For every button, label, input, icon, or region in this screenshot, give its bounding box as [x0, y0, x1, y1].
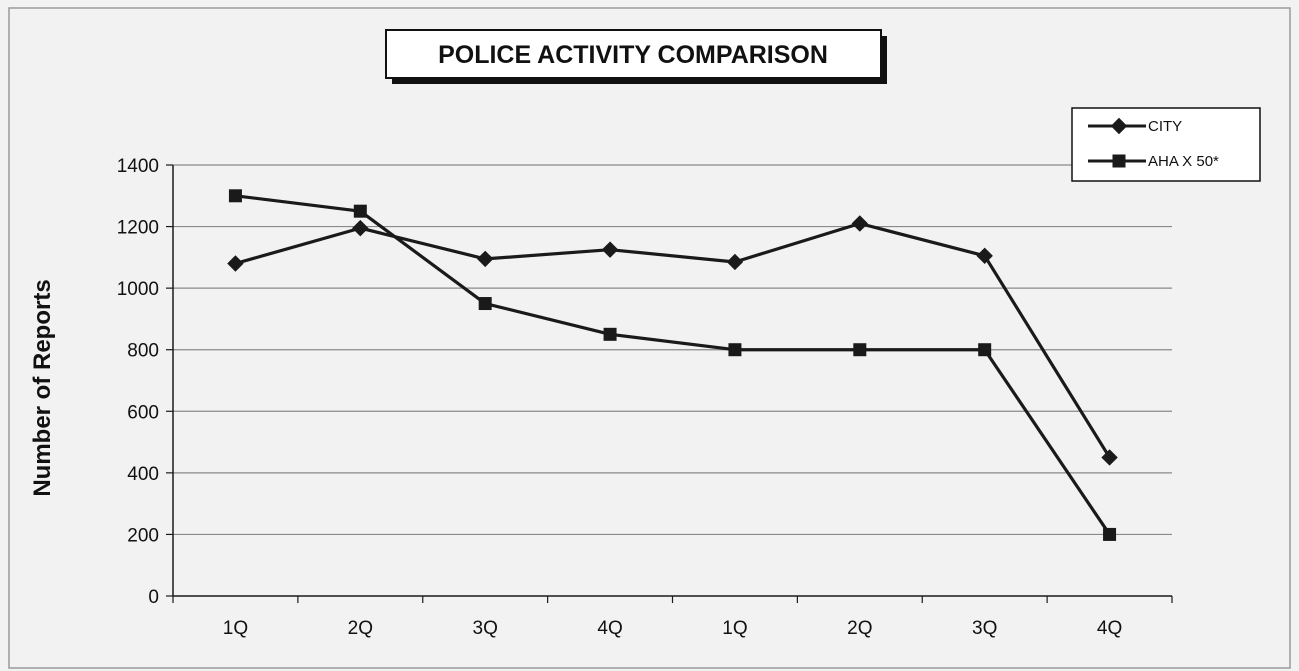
x-tick-label: 4Q: [597, 618, 622, 639]
y-tick-label: 800: [127, 341, 159, 362]
series-line: [235, 221, 1111, 459]
x-tick-label: 2Q: [348, 618, 373, 639]
legend-label: AHA X 50*: [1148, 153, 1219, 170]
data-point: [478, 297, 492, 311]
y-tick-label: 1200: [117, 218, 159, 239]
x-tick-label: 1Q: [722, 618, 747, 639]
data-point: [976, 247, 993, 265]
x-tick-label: 3Q: [473, 618, 498, 639]
data-point: [1103, 527, 1117, 541]
x-tick-label: 4Q: [1097, 618, 1122, 639]
y-tick-label: 1400: [117, 156, 159, 177]
data-point: [476, 250, 494, 268]
chart-title: POLICE ACTIVITY COMPARISON: [438, 41, 828, 69]
series-aha: [228, 189, 1117, 541]
y-tick-label: 0: [148, 587, 159, 608]
y-tick-label: 1000: [117, 279, 159, 300]
y-tick-labels: 0 200 400 600 800 1000 1200 1400: [117, 156, 159, 608]
x-tick-label: 3Q: [972, 618, 997, 639]
data-point: [851, 215, 869, 232]
legend-marker: [1112, 154, 1126, 168]
y-tick-label: 200: [127, 525, 159, 546]
legend-frame: [1071, 107, 1261, 182]
chart-title-box: POLICE ACTIVITY COMPARISON: [385, 29, 887, 84]
x-tick-label: 1Q: [223, 618, 248, 639]
data-point: [228, 189, 242, 203]
gridlines: [173, 164, 1172, 536]
y-axis-title: Number of Reports: [29, 279, 56, 496]
title-frame: [385, 29, 882, 79]
data-point: [601, 241, 619, 258]
data-point: [978, 343, 992, 357]
x-tick-label: 2Q: [847, 618, 872, 639]
data-point: [1101, 449, 1118, 466]
data-point: [352, 219, 369, 237]
axes: [166, 164, 1173, 603]
y-tick-label: 400: [127, 464, 159, 485]
series-line: [235, 194, 1111, 536]
x-tick-labels: 1Q 2Q 3Q 4Q 1Q 2Q 3Q 4Q: [223, 618, 1122, 639]
legend-marker: [1110, 117, 1128, 135]
data-point: [603, 327, 617, 341]
legend-label: CITY: [1148, 118, 1182, 135]
chart-frame: [8, 7, 1291, 669]
data-point: [227, 255, 244, 272]
data-point: [726, 253, 744, 271]
y-tick-label: 600: [127, 402, 159, 423]
data-point: [728, 343, 742, 357]
legend: CITY AHA X 50*: [1071, 107, 1261, 182]
series-city: [227, 215, 1118, 466]
series-layer: [227, 189, 1118, 541]
data-point: [353, 204, 367, 218]
data-point: [853, 343, 867, 357]
